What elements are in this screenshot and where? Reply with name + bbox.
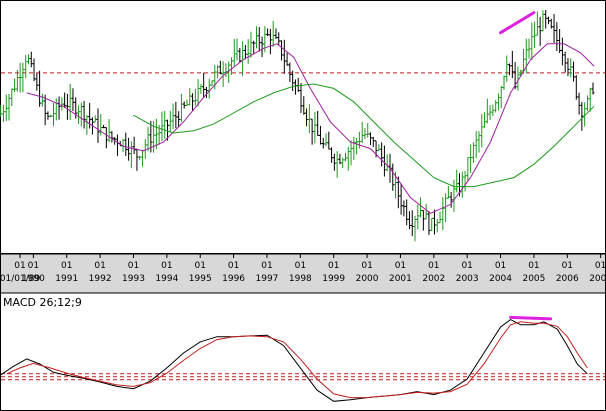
price-frame <box>0 0 606 254</box>
x-tick-label-day: 01 <box>28 261 39 271</box>
x-tick-label-year: 1991 <box>55 274 78 284</box>
x-tick-label-day: 01 <box>228 261 239 271</box>
axis-band <box>0 253 606 294</box>
x-tick-label-day: 01 <box>495 261 506 271</box>
macd-signal-line <box>6 321 588 399</box>
macd-frame <box>0 292 606 411</box>
x-tick-label-year: 2005 <box>522 274 545 284</box>
x-tick-label-year: 2002 <box>422 274 445 284</box>
x-tick-label-day: 01 <box>461 261 472 271</box>
moving-average-1 <box>26 43 595 214</box>
x-tick-label-day: 01 <box>14 261 25 271</box>
x-tick-label-year: 1992 <box>89 274 112 284</box>
x-tick-label-day: 01 <box>595 261 606 271</box>
x-tick-label-day: 01 <box>128 261 139 271</box>
x-tick-label-day: 01 <box>428 261 439 271</box>
x-tick-label-year: 2004 <box>489 274 512 284</box>
x-tick-label-day: 01 <box>161 261 172 271</box>
price-panel <box>0 0 606 254</box>
macd-trend-annotation-0 <box>509 315 553 321</box>
x-axis: 01 01/01/89 01 1990 01 1991 01 1992 01 1993 01 1994… <box>0 253 606 294</box>
price-trend-annotation-0 <box>499 11 536 35</box>
x-tick-label-year: 2006 <box>556 274 579 284</box>
x-tick-label-year: 01/01/89 <box>0 274 41 284</box>
x-tick-label-year: 1996 <box>222 274 245 284</box>
x-tick-label-year: 2007 <box>589 274 606 284</box>
x-tick-label-year: 2000 <box>356 274 379 284</box>
macd-title: MACD 26;12;9 <box>3 296 82 309</box>
x-tick-label-day: 01 <box>328 261 339 271</box>
x-tick-label-year: 1995 <box>189 274 212 284</box>
x-tick-label-year: 1998 <box>289 274 312 284</box>
x-tick-label-day: 01 <box>194 261 205 271</box>
x-tick-label-day: 01 <box>94 261 105 271</box>
x-tick-label-day: 01 <box>261 261 272 271</box>
x-tick-label-day: 01 <box>61 261 72 271</box>
x-tick-label-year: 1997 <box>256 274 279 284</box>
x-tick-label-year: 2001 <box>389 274 412 284</box>
x-tick-label-day: 01 <box>361 261 372 271</box>
x-tick-label-day: 01 <box>528 261 539 271</box>
x-tick-label-year: 1999 <box>322 274 345 284</box>
x-tick-label-year: 2003 <box>456 274 479 284</box>
macd-panel: MACD 26;12;9 <box>0 292 606 411</box>
x-tick-label-day: 01 <box>395 261 406 271</box>
moving-average-2 <box>133 83 595 188</box>
x-tick-label-day: 01 <box>562 261 573 271</box>
macd-line <box>0 319 588 402</box>
x-tick-label-year: 1990 <box>22 274 45 284</box>
x-tick-label-year: 1994 <box>155 274 178 284</box>
x-tick-label-year: 1993 <box>122 274 145 284</box>
x-tick-label-day: 01 <box>295 261 306 271</box>
